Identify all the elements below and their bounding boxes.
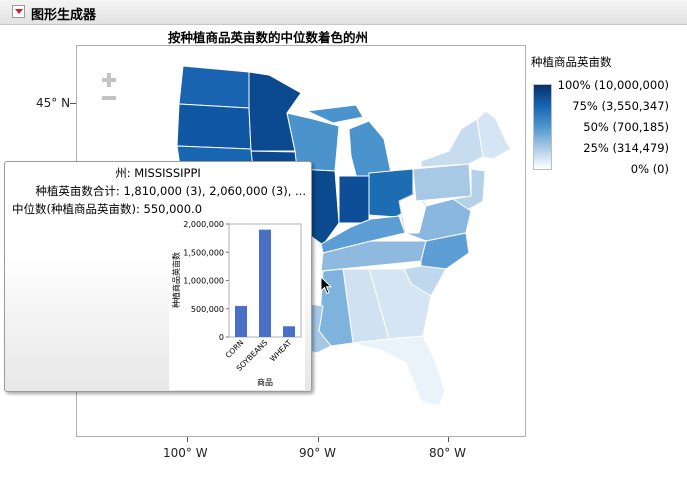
bar-wheat (283, 326, 295, 337)
state-new-england (476, 110, 512, 160)
legend-entry: 75% (3,550,347) (572, 99, 669, 113)
y-tick-label: 1,500,000 (183, 248, 224, 257)
state-michigan-upper (306, 104, 364, 124)
x-tick-label: 90° W (299, 446, 336, 460)
tooltip-sum: 种植英亩数合计: 1,810,000 (3), 2,060,000 (3), .… (35, 184, 306, 198)
legend-color-scale (533, 84, 552, 170)
y-tick-label: 500,000 (191, 305, 224, 314)
tooltip-median: 中位数(种植商品英亩数): 550,000.0 (12, 202, 203, 216)
disclosure-triangle-icon[interactable] (12, 5, 25, 18)
tooltip-state: 州: MISSISSIPPI (115, 166, 201, 180)
zoom-out-icon[interactable] (102, 96, 116, 100)
hover-tooltip: 州: MISSISSIPPI 种植英亩数合计: 1,810,000 (3), 2… (4, 161, 312, 392)
x-axis-label: 商品 (257, 377, 273, 387)
bar-chart-svg: 0 500,000 1,000,000 1,500,000 2,000,000 CORN… (171, 220, 302, 387)
y-tick-label: 0 (219, 333, 224, 342)
legend-entry: 0% (0) (630, 162, 669, 176)
state-florida (352, 335, 446, 407)
state-pennsylvania (412, 163, 472, 202)
bar-soybeans (259, 229, 271, 337)
x-tick-label: WHEAT (268, 338, 294, 364)
tooltip-bar-chart: 0 500,000 1,000,000 1,500,000 2,000,000 CORN… (169, 220, 305, 390)
y-tick-mark (70, 103, 76, 104)
x-tick-mark (187, 437, 188, 442)
y-tick-label: 2,000,000 (183, 220, 224, 229)
legend-entry: 50% (700,185) (583, 120, 669, 134)
mouse-pointer-icon (320, 276, 332, 295)
bar-corn (235, 305, 247, 337)
y-axis-label: 种植商品英亩数 (171, 252, 181, 308)
state-south-dakota (176, 103, 252, 150)
state-north-dakota (178, 65, 250, 109)
report-header: 图形生成器 (0, 0, 687, 25)
x-tick-mark (318, 437, 319, 442)
legend-entry: 100% (10,000,000) (557, 78, 669, 92)
legend-title: 种植商品英亩数 (531, 55, 612, 69)
x-tick-mark (448, 437, 449, 442)
y-tick-label: 45° N (36, 96, 71, 110)
y-tick-label: 1,000,000 (183, 277, 224, 286)
state-indiana (338, 175, 370, 224)
map-title: 按种植商品英亩数的中位数着色的州 (167, 30, 368, 45)
x-tick-label: CORN (224, 338, 246, 360)
x-tick-label: 80° W (429, 446, 466, 460)
report-title: 图形生成器 (31, 8, 97, 23)
x-tick-label: 100° W (163, 446, 208, 460)
state-michigan (348, 120, 392, 180)
zoom-in-icon[interactable] (102, 73, 116, 87)
legend-entry: 25% (314,479) (583, 141, 669, 155)
state-new-york (420, 118, 484, 168)
